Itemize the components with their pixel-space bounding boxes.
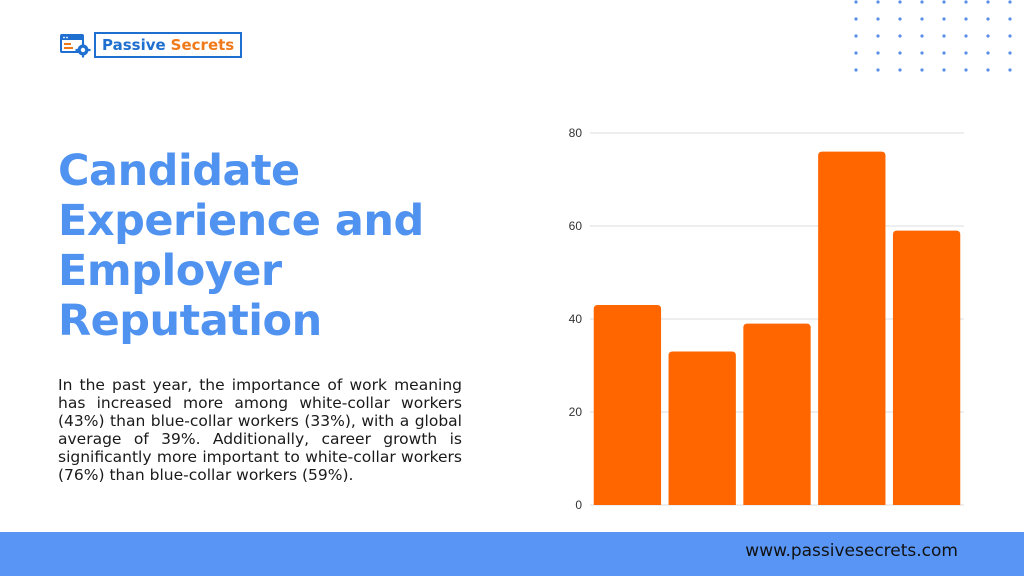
y-tick-label: 0 [575, 498, 582, 512]
decor-dot [876, 0, 880, 4]
chart-y-ticks: 0 20 40 60 80 [569, 126, 583, 512]
bar [818, 151, 886, 505]
y-tick-label: 80 [569, 126, 583, 140]
decor-dot [898, 68, 902, 72]
bar [892, 230, 961, 505]
title-line: Employer [58, 246, 282, 296]
footer-url-link[interactable]: www.passivesecrets.com [745, 541, 958, 561]
brand-name-primary: Passive [102, 36, 166, 54]
decor-dot [920, 0, 924, 4]
decor-dot [854, 34, 858, 38]
brand-logo[interactable]: Passive Secrets [60, 32, 243, 58]
browser-gear-icon [60, 34, 91, 58]
decor-dot [898, 34, 902, 38]
decor-dot [986, 17, 990, 21]
y-tick-label: 20 [569, 405, 583, 419]
decor-dot [942, 0, 946, 4]
bar [593, 305, 662, 505]
footer-bar: www.passivesecrets.com [0, 532, 1024, 576]
decor-dot [942, 51, 946, 55]
decor-dot [964, 17, 968, 21]
title-line: Experience and [58, 196, 424, 246]
decor-dot [920, 17, 924, 21]
decor-dot [876, 34, 880, 38]
decor-dot [876, 17, 880, 21]
chart-bars [593, 151, 961, 505]
bar-chart: 0 20 40 60 80 [569, 126, 964, 512]
decor-dot [964, 51, 968, 55]
decor-dot [920, 34, 924, 38]
decor-dot [1008, 68, 1012, 72]
page-title: Candidate Experience and Employer Reputa… [58, 146, 488, 346]
bar [743, 323, 811, 505]
decor-dot [854, 51, 858, 55]
decor-dot [1008, 34, 1012, 38]
decorative-dot-grid [854, 0, 1012, 72]
decor-dot [964, 68, 968, 72]
decor-dot [898, 0, 902, 4]
decor-dot [898, 51, 902, 55]
title-line: Candidate [58, 146, 300, 196]
decor-dot [898, 17, 902, 21]
decor-dot [942, 68, 946, 72]
decor-dot [986, 34, 990, 38]
decor-dot [986, 0, 990, 4]
y-tick-label: 40 [569, 312, 583, 326]
decor-dot [964, 0, 968, 4]
decor-dot [964, 34, 968, 38]
decor-dot [854, 68, 858, 72]
description-paragraph: In the past year, the importance of work… [58, 376, 462, 484]
decor-dot [1008, 51, 1012, 55]
decor-dot [1008, 17, 1012, 21]
title-line: Reputation [58, 296, 322, 346]
y-tick-label: 60 [569, 219, 583, 233]
decor-dot [854, 0, 858, 4]
decor-dot [986, 68, 990, 72]
bar [668, 351, 736, 505]
decor-dot [1008, 0, 1012, 4]
decor-dot [942, 34, 946, 38]
decor-dot [920, 68, 924, 72]
decor-dot [876, 68, 880, 72]
decor-dot [876, 51, 880, 55]
decor-dot [854, 17, 858, 21]
brand-name-accent: Secrets [170, 36, 235, 54]
decor-dot [986, 51, 990, 55]
decor-dot [920, 51, 924, 55]
decor-dot [942, 17, 946, 21]
brand-wordmark: Passive Secrets [94, 32, 243, 58]
